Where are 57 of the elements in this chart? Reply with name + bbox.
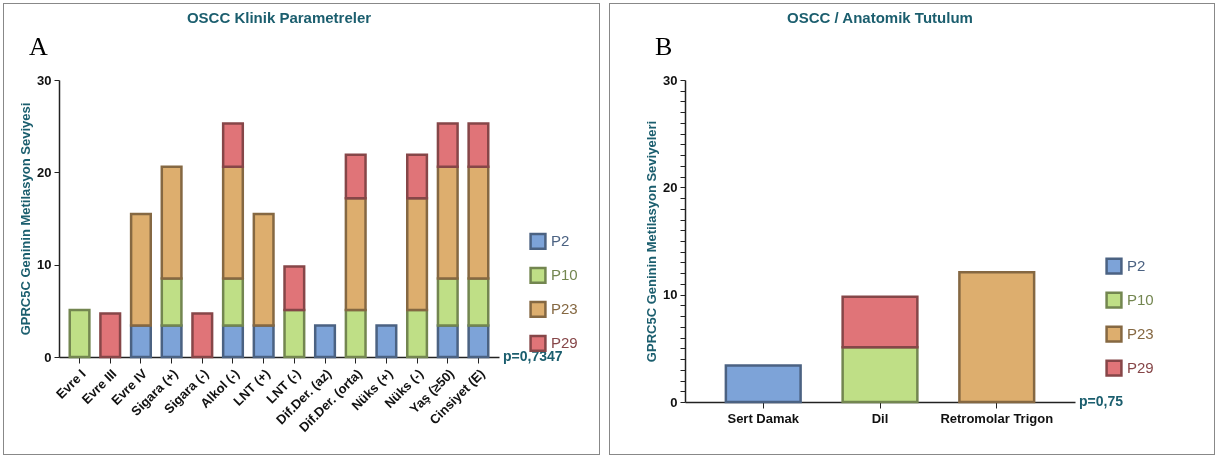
y-tick-label: 20 bbox=[663, 179, 678, 195]
legend-label: P10 bbox=[1127, 291, 1154, 309]
bar bbox=[160, 165, 183, 280]
bar bbox=[406, 196, 429, 312]
bar bbox=[436, 165, 459, 280]
text: B bbox=[655, 32, 673, 61]
bar bbox=[283, 265, 306, 312]
legend-label: P23 bbox=[551, 300, 578, 318]
bar bbox=[467, 277, 490, 327]
chart-title: OSCC Klinik Parametreler bbox=[186, 9, 372, 26]
bar bbox=[252, 212, 275, 327]
bar bbox=[160, 324, 183, 359]
bar bbox=[436, 122, 459, 169]
bar bbox=[467, 122, 490, 169]
x-tick-label: Retromolar Trigon bbox=[940, 410, 1054, 426]
bar bbox=[129, 212, 152, 327]
bar bbox=[313, 324, 337, 359]
legend-label: P2 bbox=[551, 232, 570, 250]
bar bbox=[191, 312, 214, 359]
text: p=0,75 bbox=[1079, 393, 1124, 409]
bar bbox=[99, 312, 122, 359]
y-tick-label: 30 bbox=[37, 72, 52, 88]
bar bbox=[436, 324, 459, 359]
y-axis-title: GPRC5C Geninin Metilasyon Seviyesi bbox=[18, 102, 34, 336]
bar bbox=[160, 277, 183, 327]
y-tick-label: 0 bbox=[44, 349, 52, 365]
bar bbox=[129, 324, 152, 359]
legend-label: P2 bbox=[1127, 257, 1146, 275]
legend-label: P29 bbox=[1127, 359, 1154, 377]
y-tick-label: 20 bbox=[37, 164, 52, 180]
y-tick-label: 10 bbox=[663, 287, 678, 303]
y-axis-title: GPRC5C Geninin Metilasyon Seviyeleri bbox=[644, 120, 660, 363]
bar bbox=[436, 277, 459, 327]
bar bbox=[467, 324, 490, 359]
bar bbox=[252, 324, 275, 359]
legend-label: P23 bbox=[1127, 325, 1154, 343]
x-tick-label: Sert Damak bbox=[727, 410, 800, 426]
bar bbox=[467, 165, 490, 280]
bar bbox=[68, 308, 91, 359]
bar bbox=[221, 277, 245, 327]
bar bbox=[221, 165, 245, 280]
bar bbox=[344, 153, 367, 200]
y-tick-label: 30 bbox=[663, 72, 678, 88]
bar bbox=[406, 308, 429, 359]
bar bbox=[344, 308, 367, 359]
bar bbox=[221, 324, 245, 359]
bar bbox=[344, 196, 367, 312]
bar bbox=[283, 308, 306, 359]
bar bbox=[221, 122, 245, 169]
bar bbox=[375, 324, 398, 359]
chart-title: OSCC / Anatomik Tutulum bbox=[787, 9, 973, 26]
y-tick-label: 10 bbox=[37, 257, 52, 273]
text: A bbox=[29, 32, 48, 61]
bar bbox=[406, 153, 429, 200]
legend-label: P10 bbox=[551, 266, 578, 284]
x-tick-label: Dil bbox=[871, 410, 889, 426]
y-tick-label: 0 bbox=[670, 394, 678, 410]
